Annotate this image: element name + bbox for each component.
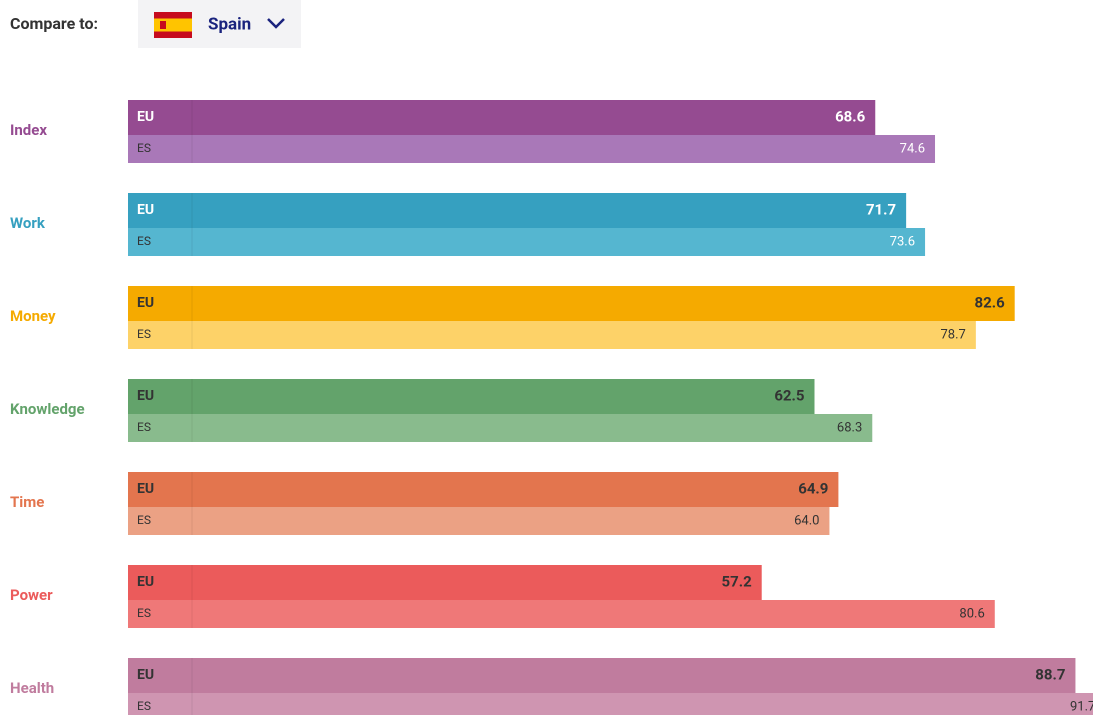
bar (128, 600, 995, 628)
series-label: ES (137, 420, 151, 434)
value-label: 64.0 (794, 513, 819, 528)
series-label: ES (137, 141, 151, 155)
series-label: ES (137, 699, 151, 713)
value-label: 68.6 (835, 107, 866, 125)
category-label: Time (10, 493, 44, 511)
series-label: ES (137, 606, 151, 620)
category-label: Index (10, 121, 47, 139)
series-label: ES (137, 234, 151, 248)
bar (128, 472, 839, 507)
bar (128, 379, 815, 414)
bar (128, 658, 1076, 693)
category-label: Knowledge (10, 400, 85, 418)
series-label: EU (137, 109, 154, 125)
category-label: Money (10, 307, 56, 325)
bar (128, 228, 926, 256)
country-selector[interactable]: Spain (138, 0, 301, 48)
bar (128, 286, 1015, 321)
value-label: 57.2 (722, 572, 753, 590)
bar (128, 100, 876, 135)
category-label: Work (10, 214, 46, 232)
flag-band (154, 18, 192, 32)
bar (128, 135, 936, 163)
series-label: EU (137, 667, 154, 683)
value-label: 91.7 (1070, 699, 1093, 714)
series-label: EU (137, 295, 154, 311)
value-label: 62.5 (774, 386, 804, 404)
bar (128, 507, 830, 535)
value-label: 80.6 (959, 606, 984, 621)
series-label: EU (137, 574, 154, 590)
value-label: 88.7 (1035, 665, 1065, 683)
value-label: 74.6 (900, 141, 925, 156)
bar (128, 321, 976, 349)
value-label: 82.6 (975, 293, 1006, 311)
value-label: 78.7 (940, 327, 965, 342)
value-label: 71.7 (866, 200, 896, 218)
value-label: 64.9 (798, 479, 828, 497)
category-label: Health (10, 679, 54, 697)
bar (128, 414, 873, 442)
flag-emblem (160, 21, 166, 29)
value-label: 73.6 (890, 234, 915, 249)
bar (128, 565, 762, 600)
series-label: ES (137, 327, 151, 341)
country-name[interactable]: Spain (208, 14, 251, 34)
compare-label: Compare to: (10, 14, 98, 33)
series-label: EU (137, 481, 154, 497)
chevron (267, 18, 285, 29)
series-label: ES (137, 513, 151, 527)
bar (128, 193, 907, 228)
series-label: EU (137, 388, 154, 404)
category-label: Power (10, 586, 53, 604)
bar (128, 693, 1093, 719)
value-label: 68.3 (837, 420, 862, 435)
series-label: EU (137, 202, 154, 218)
